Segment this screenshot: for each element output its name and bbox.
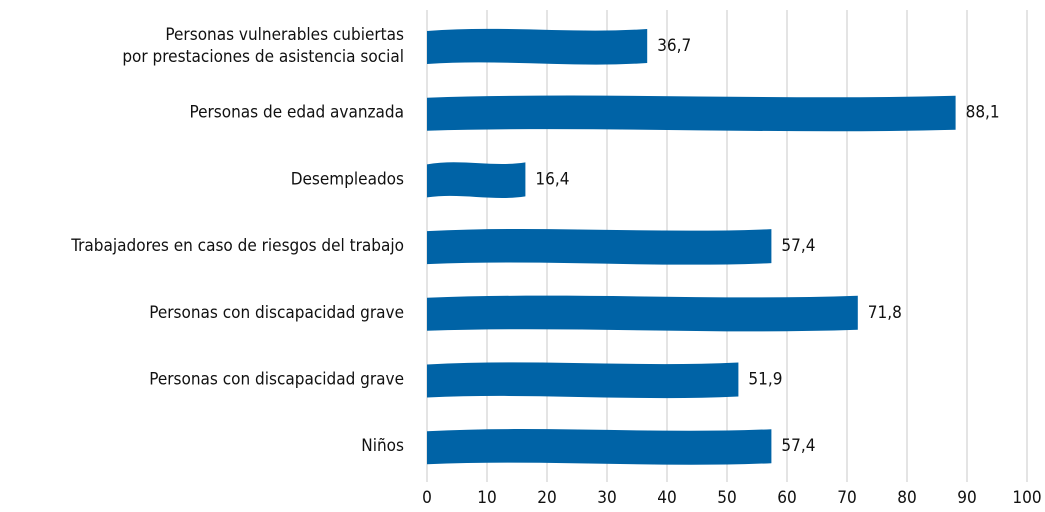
category-line: Personas con discapacidad grave <box>149 303 404 323</box>
x-tick-label: 100 <box>1012 488 1041 508</box>
category-line: Personas de edad avanzada <box>189 103 404 123</box>
category-label: Trabajadores en caso de riesgos del trab… <box>70 236 404 256</box>
category-label: Niños <box>361 436 404 456</box>
bar <box>427 362 739 399</box>
x-tick-label: 30 <box>597 488 616 508</box>
category-label: Personas vulnerables cubiertas por presta… <box>122 25 404 67</box>
bar <box>427 228 772 265</box>
x-tick-label: 50 <box>717 488 736 508</box>
x-tick-label: 70 <box>837 488 856 508</box>
bar <box>427 429 772 465</box>
category-line: Desempleados <box>291 169 404 189</box>
bar <box>427 295 858 332</box>
bar <box>427 162 526 198</box>
bar <box>427 28 648 65</box>
x-tick-label: 0 <box>422 488 432 508</box>
value-label: 57,4 <box>781 236 815 256</box>
category-line: por prestaciones de asistencia social <box>122 47 404 67</box>
category-line: Personas vulnerables cubiertas <box>165 25 404 45</box>
value-label: 88,1 <box>966 103 1000 123</box>
x-tick-label: 10 <box>477 488 496 508</box>
category-label: Personas con discapacidad grave <box>149 303 404 323</box>
category-line: Trabajadores en caso de riesgos del trab… <box>70 236 404 256</box>
category-line: Niños <box>361 436 404 456</box>
x-tick-label: 40 <box>657 488 676 508</box>
value-label: 57,4 <box>781 436 815 456</box>
category-label: Desempleados <box>291 169 404 189</box>
x-tick-label: 60 <box>777 488 796 508</box>
bar <box>427 95 956 132</box>
value-label: 51,9 <box>748 370 782 390</box>
value-label: 36,7 <box>657 36 691 56</box>
category-label: Personas con discapacidad grave <box>149 370 404 390</box>
x-tick-label: 20 <box>537 488 556 508</box>
x-tick-label: 90 <box>957 488 976 508</box>
category-label: Personas de edad avanzada <box>189 103 404 123</box>
value-label: 71,8 <box>868 303 902 323</box>
x-tick-label: 80 <box>897 488 916 508</box>
value-label: 16,4 <box>535 169 569 189</box>
category-line: Personas con discapacidad grave <box>149 370 404 390</box>
